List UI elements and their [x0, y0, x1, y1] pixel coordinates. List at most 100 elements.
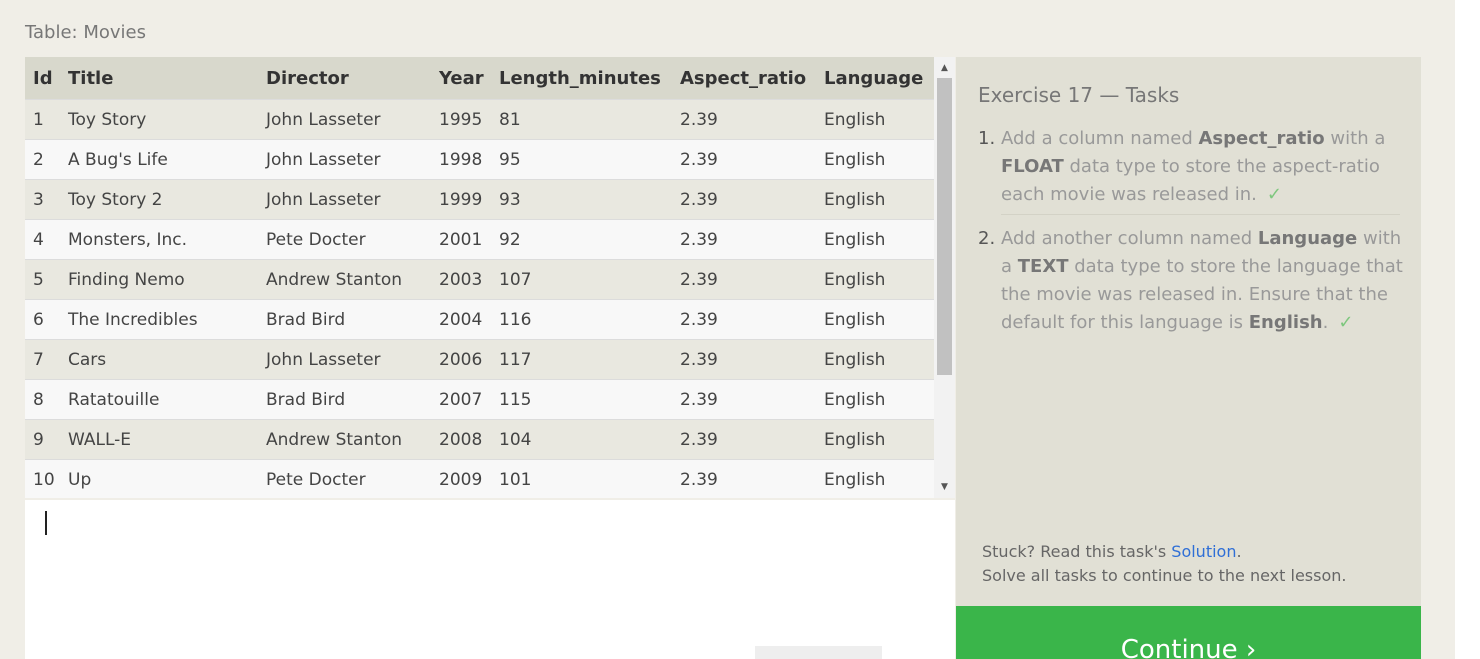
- task-text-part: with a: [1001, 228, 1402, 277]
- scrollbar-thumb[interactable]: [937, 78, 952, 375]
- task-keyword: Aspect_ratio: [1198, 128, 1325, 149]
- cell-year: 2001: [431, 219, 491, 260]
- cell-title: Cars: [60, 339, 258, 380]
- cell-id: 5: [25, 259, 60, 300]
- scroll-up-arrow-icon[interactable]: ▲: [941, 63, 948, 73]
- cell-id: 10: [25, 459, 60, 498]
- cell-id: 3: [25, 179, 60, 220]
- sql-query-editor[interactable]: [25, 500, 955, 659]
- cell-aspect-ratio: 2.39: [672, 459, 816, 498]
- cell-id: 4: [25, 219, 60, 260]
- solve-all-note: Solve all tasks to continue to the next …: [982, 566, 1347, 585]
- table-header-row: Id Title Director Year Length_minutes As…: [25, 57, 934, 100]
- cell-title: Toy Story 2: [60, 179, 258, 220]
- cell-length-minutes: 115: [491, 379, 672, 420]
- continue-button[interactable]: Continue ›: [956, 606, 1421, 659]
- cell-director: Brad Bird: [258, 299, 431, 340]
- cell-id: 1: [25, 99, 60, 140]
- cell-title: The Incredibles: [60, 299, 258, 340]
- cell-length-minutes: 93: [491, 179, 672, 220]
- task-keyword: English: [1248, 312, 1323, 333]
- table-caption: Table: Movies: [25, 22, 146, 43]
- cell-director: Andrew Stanton: [258, 419, 431, 460]
- cell-length-minutes: 95: [491, 139, 672, 180]
- table-row: 3 Toy Story 2 John Lasseter 1999 93 2.39…: [25, 179, 934, 220]
- task-keyword: FLOAT: [1001, 156, 1064, 177]
- cell-year: 2009: [431, 459, 491, 498]
- column-header-aspect-ratio: Aspect_ratio: [672, 57, 816, 100]
- cell-length-minutes: 107: [491, 259, 672, 300]
- table-row: 5 Finding Nemo Andrew Stanton 2003 107 2…: [25, 259, 934, 300]
- cell-language: English: [816, 419, 934, 460]
- cell-language: English: [816, 259, 934, 300]
- cell-length-minutes: 81: [491, 99, 672, 140]
- cell-aspect-ratio: 2.39: [672, 99, 816, 140]
- cell-aspect-ratio: 2.39: [672, 139, 816, 180]
- cell-id: 7: [25, 339, 60, 380]
- cell-aspect-ratio: 2.39: [672, 379, 816, 420]
- cell-length-minutes: 92: [491, 219, 672, 260]
- cell-title: Up: [60, 459, 258, 498]
- cell-aspect-ratio: 2.39: [672, 419, 816, 460]
- table-row: 6 The Incredibles Brad Bird 2004 116 2.3…: [25, 299, 934, 340]
- table-row: 8 Ratatouille Brad Bird 2007 115 2.39 En…: [25, 379, 934, 420]
- cell-title: Ratatouille: [60, 379, 258, 420]
- text-caret: [45, 511, 47, 535]
- cell-director: Brad Bird: [258, 379, 431, 420]
- column-header-title: Title: [60, 57, 258, 100]
- cell-director: Pete Docter: [258, 459, 431, 498]
- solution-link[interactable]: Solution: [1171, 542, 1237, 561]
- table-row: 10 Up Pete Docter 2009 101 2.39 English: [25, 459, 934, 498]
- cell-director: John Lasseter: [258, 339, 431, 380]
- cell-aspect-ratio: 2.39: [672, 219, 816, 260]
- task-item: 2. Add another column named Language wit…: [978, 225, 1410, 337]
- task-keyword: TEXT: [1017, 256, 1069, 277]
- column-header-length-minutes: Length_minutes: [491, 57, 672, 100]
- cell-id: 8: [25, 379, 60, 420]
- cell-title: Finding Nemo: [60, 259, 258, 300]
- cell-length-minutes: 101: [491, 459, 672, 498]
- results-table: Id Title Director Year Length_minutes As…: [25, 57, 934, 498]
- help-text: Stuck? Read this task's Solution. Solve …: [982, 540, 1402, 588]
- cell-aspect-ratio: 2.39: [672, 259, 816, 300]
- cell-length-minutes: 104: [491, 419, 672, 460]
- task-text-part: Add another column named: [1001, 228, 1258, 249]
- cell-director: Pete Docter: [258, 219, 431, 260]
- table-row: 7 Cars John Lasseter 2006 117 2.39 Engli…: [25, 339, 934, 380]
- cell-id: 2: [25, 139, 60, 180]
- results-table-container: Id Title Director Year Length_minutes As…: [25, 57, 955, 498]
- cell-title: Monsters, Inc.: [60, 219, 258, 260]
- tasks-title: Exercise 17 — Tasks: [978, 83, 1180, 107]
- cell-year: 2003: [431, 259, 491, 300]
- table-row: 1 Toy Story John Lasseter 1995 81 2.39 E…: [25, 99, 934, 140]
- task-text-part: .: [1322, 312, 1329, 333]
- cell-language: English: [816, 459, 934, 498]
- task-text-part: data type to store the aspect-ratio each…: [1001, 156, 1380, 205]
- column-header-year: Year: [431, 57, 491, 100]
- table-row: 4 Monsters, Inc. Pete Docter 2001 92 2.3…: [25, 219, 934, 260]
- cell-language: English: [816, 299, 934, 340]
- run-query-button[interactable]: [755, 646, 882, 659]
- table-scrollbar[interactable]: ▲ ▼: [934, 57, 955, 498]
- stuck-prefix: Stuck? Read this task's: [982, 542, 1172, 561]
- cell-year: 2008: [431, 419, 491, 460]
- cell-id: 9: [25, 419, 60, 460]
- task-number: 1.: [978, 128, 996, 149]
- cell-director: John Lasseter: [258, 139, 431, 180]
- scroll-down-arrow-icon[interactable]: ▼: [941, 482, 948, 492]
- cell-aspect-ratio: 2.39: [672, 339, 816, 380]
- cell-language: English: [816, 139, 934, 180]
- stuck-suffix: .: [1236, 542, 1242, 561]
- column-header-director: Director: [258, 57, 431, 100]
- task-text-part: data type to store the language that the…: [1001, 256, 1403, 333]
- task-item: 1. Add a column named Aspect_ratio with …: [978, 125, 1410, 209]
- task-text-part: with a: [1324, 128, 1386, 149]
- table-row: 2 A Bug's Life John Lasseter 1998 95 2.3…: [25, 139, 934, 180]
- task-list: 1. Add a column named Aspect_ratio with …: [978, 125, 1410, 337]
- cell-director: John Lasseter: [258, 99, 431, 140]
- cell-length-minutes: 117: [491, 339, 672, 380]
- cell-year: 1995: [431, 99, 491, 140]
- cell-title: A Bug's Life: [60, 139, 258, 180]
- cell-id: 6: [25, 299, 60, 340]
- task-divider: [1001, 214, 1400, 215]
